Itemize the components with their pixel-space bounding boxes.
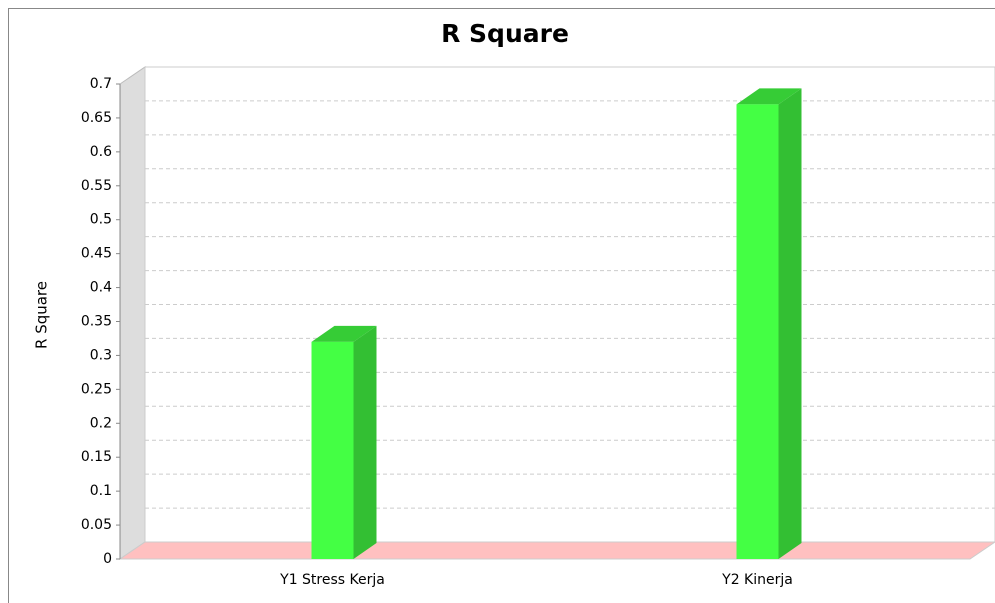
y-tick-label: 0.55 bbox=[81, 178, 112, 194]
bar-top bbox=[736, 88, 802, 105]
y-tick-label: 0.4 bbox=[90, 280, 112, 296]
y-tick-label: 0.65 bbox=[81, 110, 112, 126]
chart-title: R Square bbox=[441, 19, 569, 48]
bar-front bbox=[311, 341, 354, 559]
y-tick-label: 0.35 bbox=[81, 314, 112, 330]
y-axis-label: R Square bbox=[33, 281, 51, 349]
y-tick-label: 0.2 bbox=[90, 415, 112, 431]
bar-side bbox=[778, 88, 802, 559]
y-tick-label: 0.5 bbox=[90, 212, 112, 228]
y-tick-label: 0.45 bbox=[81, 246, 112, 262]
bar-top bbox=[311, 325, 377, 342]
bar bbox=[311, 325, 377, 559]
y-tick-label: 0 bbox=[103, 551, 112, 567]
bar bbox=[736, 88, 802, 559]
y-tick-label: 0.05 bbox=[81, 517, 112, 533]
x-tick-label: Y2 Kinerja bbox=[721, 572, 793, 588]
y-tick-label: 0.3 bbox=[90, 347, 112, 363]
y-tick-label: 0.15 bbox=[81, 449, 112, 465]
y-tick-label: 0.25 bbox=[81, 381, 112, 397]
floor bbox=[118, 541, 995, 560]
y-tick-label: 0.1 bbox=[90, 483, 112, 499]
bar-side bbox=[353, 325, 377, 559]
x-tick-label: Y1 Stress Kerja bbox=[279, 572, 385, 588]
left-wall bbox=[119, 66, 146, 560]
y-tick-label: 0.6 bbox=[90, 144, 112, 160]
y-tick-label: 0.7 bbox=[90, 76, 112, 92]
bar-front bbox=[736, 104, 779, 559]
